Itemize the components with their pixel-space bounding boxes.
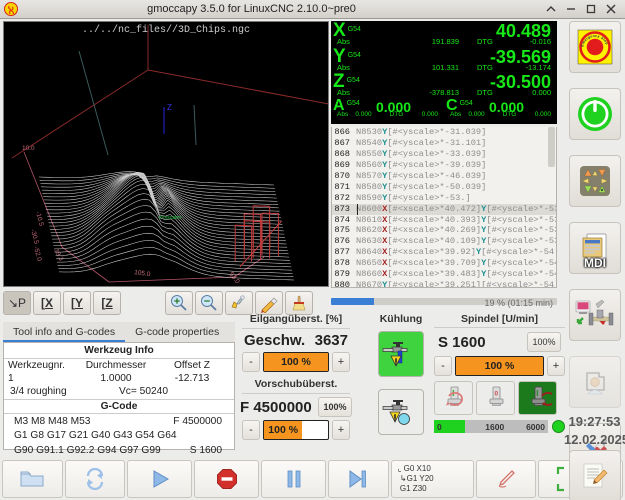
svg-text:0: 0 <box>494 391 498 398</box>
svg-text:-10.5: -10.5 <box>34 211 45 227</box>
svg-text:#<yscale>: #<yscale> <box>159 215 182 221</box>
svg-text:Z: Z <box>167 103 172 112</box>
svg-text:105.0: 105.0 <box>134 269 151 278</box>
svg-text:39.3: 39.3 <box>52 248 64 263</box>
svg-text:10.0: 10.0 <box>22 145 35 152</box>
svg-text:-30.5: -30.5 <box>29 229 40 245</box>
svg-text:-52.0: -52.0 <box>32 246 43 262</box>
